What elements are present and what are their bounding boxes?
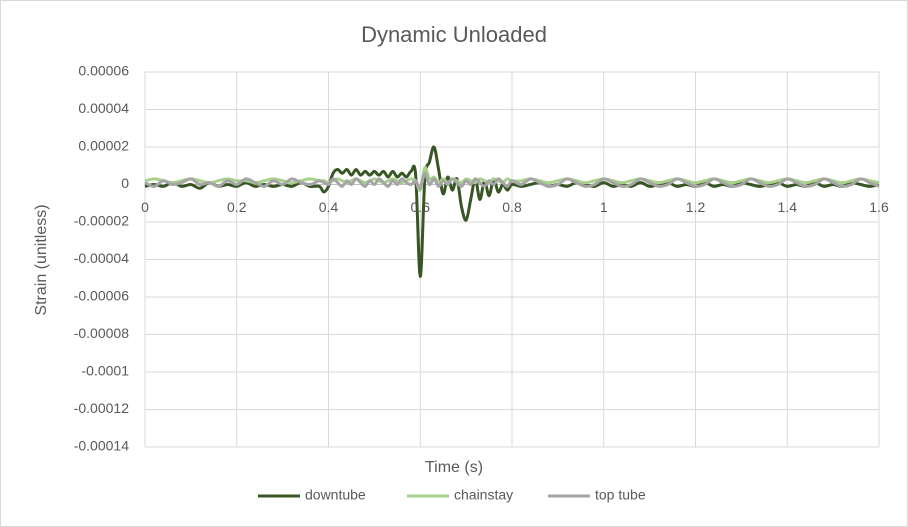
x-tick-label: 0 (141, 199, 149, 215)
y-tick-label: -0.00004 (74, 250, 129, 266)
legend-label: chainstay (454, 487, 513, 503)
y-tick-label: -0.00012 (74, 400, 129, 416)
x-axis-title: Time (s) (425, 459, 483, 476)
y-tick-label: -0.00006 (74, 288, 129, 304)
y-tick-label: 0.00006 (78, 63, 129, 79)
x-tick-label: 1.2 (686, 199, 706, 215)
y-tick-label: 0 (121, 175, 129, 191)
x-tick-label: 0.2 (227, 199, 247, 215)
y-tick-label: 0.00004 (78, 100, 129, 116)
y-axis-title: Strain (unitless) (33, 204, 50, 315)
x-tick-label: 0.6 (411, 199, 431, 215)
y-tick-label: -0.0001 (82, 363, 130, 379)
x-tick-label: 1.6 (869, 199, 889, 215)
x-tick-label: 1 (600, 199, 608, 215)
y-tick-label: -0.00014 (74, 438, 129, 454)
legend-label: downtube (305, 487, 366, 503)
y-tick-label: -0.00008 (74, 325, 129, 341)
x-tick-label: 0.8 (502, 199, 522, 215)
x-tick-label: 1.4 (778, 199, 798, 215)
series-line (144, 171, 880, 190)
y-tick-label: -0.00002 (74, 213, 129, 229)
legend-label: top tube (595, 487, 646, 503)
x-tick-label: 0.4 (319, 199, 339, 215)
y-tick-label: 0.00002 (78, 138, 129, 154)
chart-title: Dynamic Unloaded (361, 22, 547, 47)
